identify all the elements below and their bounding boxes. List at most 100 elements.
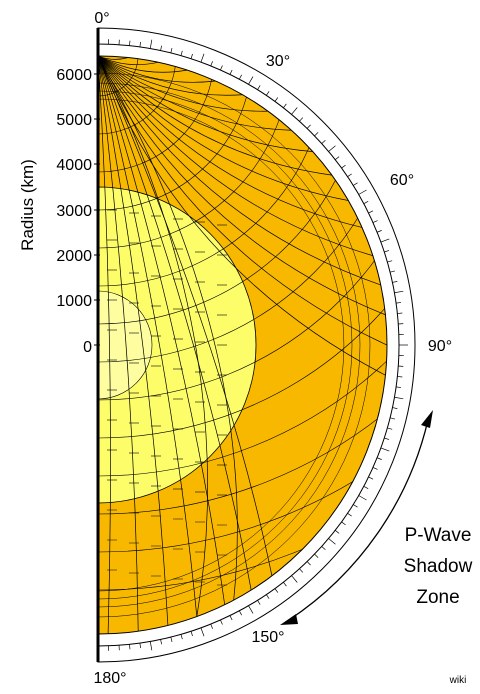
shadow-zone-arrowhead-bottom [280,614,298,625]
scale-tick [372,220,378,223]
radius-tick-6000: 6000 [56,67,92,84]
ray-path [98,56,188,73]
shadow-zone-arrow [288,419,429,621]
scale-tick [397,312,403,314]
radius-tick-0: 0 [83,339,92,356]
scale-tick [353,182,358,186]
scale-tick [380,238,390,243]
scale-tick [334,530,340,534]
ray-path [98,56,373,257]
scale-tick [248,76,254,85]
scale-tick [347,513,352,517]
scale-tick [291,575,298,583]
discontinuity-line [98,82,361,608]
scale-tick [170,48,173,54]
scale-tick [394,396,404,400]
scale-tick [306,561,311,566]
radius-tick-5000: 5000 [56,112,92,129]
shadow-zone-label-line-1: P-Wave [405,525,472,546]
scale-tick [353,504,358,508]
scale-tick [363,201,369,204]
ray-path [98,56,381,286]
scale-tick [257,600,261,605]
angle-label-180: 180° [93,670,126,687]
scale-tick [334,156,340,160]
scale-tick [180,634,183,640]
ray-path [98,56,292,131]
angle-label-90: 90° [428,338,452,355]
ray-path [98,56,386,316]
core-ray-path [98,56,111,634]
radius-tick-4000: 4000 [56,157,92,174]
scale-tick [299,568,304,573]
core-ray-path [98,56,198,617]
scale-tick [376,457,382,460]
scale-tick [397,376,403,378]
scale-tick [283,103,287,109]
angle-label-60: 60° [390,172,414,189]
scale-tick [387,260,393,263]
core-ray-path [98,56,226,605]
core-ray-path [98,56,238,601]
credit-text: wiki [449,675,467,686]
scale-tick [220,65,223,71]
scale-tick [396,386,402,388]
scale-tick [200,53,205,63]
scale-tick [368,476,374,480]
core-ray-path [98,56,139,632]
core-ray-path [98,56,273,576]
shadow-zone-label-line-2: Shadow [404,556,473,577]
ray-path [98,56,216,83]
ray-path [98,56,386,376]
scale-tick [321,546,326,551]
scale-tick [328,145,336,152]
discontinuity-line [98,90,353,600]
degree-scale-ticks [97,35,408,655]
scale-tick [341,521,346,526]
outer-core [97,186,257,504]
scale-tick [314,553,319,558]
scale-tick [368,210,374,214]
scale-tick [283,581,287,587]
scale-tick [358,495,367,501]
scale-tick [384,437,390,440]
scale-tick [394,290,404,294]
scale-tick [190,53,193,59]
scale-tick [200,627,205,637]
scale-tick [210,61,213,67]
scale-tick [347,173,352,177]
ray-path [98,56,313,152]
scale-tick [274,588,279,593]
scale-tick [328,538,336,545]
ray-time-ticks [107,209,227,586]
scale-tick [396,302,402,304]
scale-tick [180,50,183,56]
scale-tick [387,427,393,430]
scale-tick [248,605,254,614]
scale-tick [389,417,395,420]
radius-tick-1000: 1000 [56,293,92,310]
core-ray-path [98,56,169,626]
radius-tick-3000: 3000 [56,203,92,220]
scale-tick [314,132,319,137]
scale-tick [229,615,233,621]
scale-tick [160,639,162,645]
scale-tick [139,643,141,649]
scale-tick [372,467,378,470]
mantle-discontinuity-lines [98,72,371,618]
scale-tick [363,486,369,489]
scale-tick [358,189,367,195]
scale-tick [257,85,261,90]
scale-tick [266,594,270,599]
scale-tick [170,636,173,642]
shadow-zone-label-line-3: Zone [416,587,459,608]
scale-tick [266,91,270,96]
angle-label-30: 30° [266,53,290,70]
scale-tick [129,644,131,650]
ray-path [98,56,363,228]
scale-tick [220,619,223,625]
ray-path [98,56,349,201]
ray-path [98,56,387,346]
scale-tick [160,45,162,51]
